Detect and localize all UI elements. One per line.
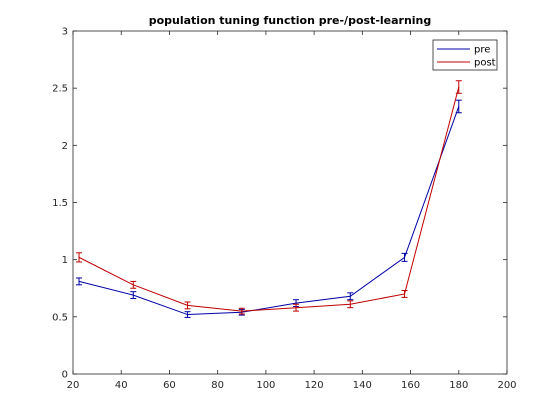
axes: 20 40 60 80 100 120 140 160 180 200 0 0.5 1 1.5 2 2.5 3: [52, 27, 516, 392]
x-tick-label: 40: [115, 380, 128, 391]
legend: pre post: [433, 40, 497, 70]
x-tick-label: 60: [163, 380, 176, 391]
y-tick-label: 2.5: [52, 84, 68, 95]
error-bar-pre: [130, 292, 136, 299]
x-tick-label: 120: [305, 380, 324, 391]
error-bar-pre: [76, 278, 82, 285]
y-tick-label: 0.5: [52, 312, 68, 323]
series-post: [76, 81, 462, 314]
plot-area-frame: [73, 31, 507, 374]
y-tick-label: 1.5: [52, 198, 68, 209]
series-line-pre: [79, 106, 459, 314]
chart-title: population tuning function pre-/post-lea…: [149, 14, 432, 27]
error-bar-post: [130, 281, 136, 288]
y-tick-label: 0: [62, 370, 68, 381]
legend-label-post: post: [474, 58, 496, 69]
y-tick-label: 1: [62, 255, 68, 266]
x-tick-label: 140: [353, 380, 372, 391]
x-tick-label: 100: [256, 380, 275, 391]
x-tick-label: 160: [401, 380, 420, 391]
legend-label-pre: pre: [474, 45, 490, 56]
series-line-post: [79, 87, 459, 311]
error-bar-post: [456, 81, 462, 94]
plot-series: [76, 81, 462, 318]
error-bar-pre: [402, 253, 408, 261]
x-tick-label: 20: [67, 380, 80, 391]
y-tick-label: 3: [62, 27, 68, 38]
y-tick-label: 2: [62, 141, 68, 152]
error-bar-post: [76, 253, 82, 262]
x-tick-label: 80: [211, 380, 224, 391]
x-tick-label: 180: [449, 380, 468, 391]
x-tick-label: 200: [497, 380, 516, 391]
